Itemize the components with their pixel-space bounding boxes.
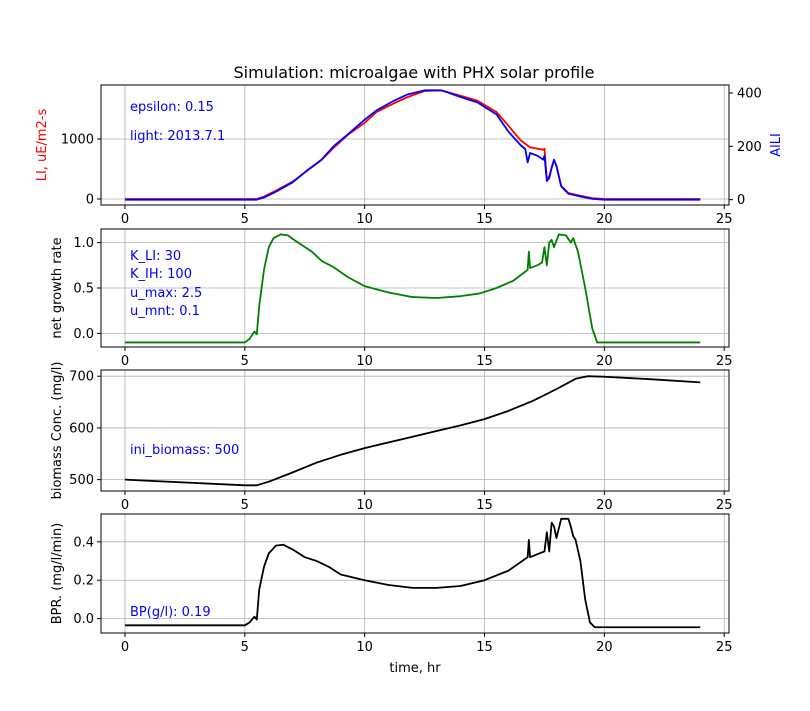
x-tick-label: 10 [356,640,373,655]
x-tick-label: 5 [241,212,249,227]
figure-title: Simulation: microalgae with PHX solar pr… [233,63,594,82]
y-tick-label: 1.0 [73,236,94,251]
x-tick-label: 20 [596,498,613,513]
annotation-text: u_mnt: 0.1 [130,304,200,319]
x-tick-label: 25 [716,354,733,369]
x-tick-label: 20 [596,212,613,227]
annotation-text: light: 2013.7.1 [130,129,225,144]
y-tick-label: 0 [86,193,94,208]
series-line-1 [124,375,701,487]
y-axis-label: biomass Conc. (mg/l) [50,362,65,500]
axes-frame [100,84,730,206]
y-tick-label: 0.0 [73,612,94,627]
panel-3: 0 5 10 15 20 25 500 600 700 biomass Conc. (mg/l) i… [50,362,732,513]
y-right-axis-label: AlLI [769,133,784,157]
annotation-text: K_LI: 30 [130,249,181,264]
x-tick-label: 25 [716,498,733,513]
x-tick-label: 15 [476,498,493,513]
y-axis-label: LI, uE/m2-s [35,108,50,181]
y-axis-label: net growth rate [50,237,65,338]
x-tick-label: 5 [241,498,249,513]
y-tick-label: 0.4 [73,535,94,550]
annotation-text: epsilon: 0.15 [130,100,214,115]
x-tick-label: 15 [476,354,493,369]
x-tick-label: 0 [121,212,129,227]
y-tick-label: 700 [69,370,94,385]
x-tick-label: 5 [241,640,249,655]
x-tick-label: 20 [596,354,613,369]
series-line-1 [124,233,701,344]
axes-frame [100,513,730,634]
y-right-tick-label: 400 [737,87,762,102]
x-tick-label: 10 [356,354,373,369]
y-axis-label: BPR. (mg/l/min) [50,523,65,625]
y-right-tick-label: 0 [737,193,745,208]
x-tick-label: 15 [476,640,493,655]
y-tick-label: 0.0 [73,327,94,342]
x-tick-label: 15 [476,212,493,227]
annotation-text: u_max: 2.5 [130,286,202,301]
annotation-text: K_IH: 100 [130,267,192,282]
x-axis-label: time, hr [389,661,441,676]
annotation-text: BP(g/l): 0.19 [130,605,211,620]
x-tick-label: 5 [241,354,249,369]
x-tick-label: 20 [596,640,613,655]
axes-frame [100,369,730,492]
x-tick-label: 0 [121,354,129,369]
y-tick-label: 1000 [61,133,94,148]
y-tick-label: 600 [69,421,94,436]
x-tick-label: 10 [356,498,373,513]
y-tick-label: 0.2 [73,574,94,589]
annotation-text: ini_biomass: 500 [130,443,239,458]
y-tick-label: 500 [69,473,94,488]
panel-1: 0 5 10 15 20 25 0 1000 0 200 400 LI, uE/m2-s AlLI eps… [35,84,784,227]
series-line-2 [124,89,701,201]
panel-2: 0 5 10 15 20 25 0.0 0.5 1.0 net growth rate K_LI: … [50,228,733,369]
panel-4: 0 5 10 15 20 25 0.0 0.2 0.4 BPR. (mg/l/min) time, … [50,513,733,676]
x-tick-label: 0 [121,640,129,655]
y-tick-label: 0.5 [73,282,94,297]
y-right-tick-label: 200 [737,140,762,155]
x-tick-label: 0 [121,498,129,513]
x-tick-label: 10 [356,212,373,227]
series-line-1 [124,517,701,629]
x-tick-label: 25 [716,640,733,655]
x-tick-label: 25 [716,212,733,227]
